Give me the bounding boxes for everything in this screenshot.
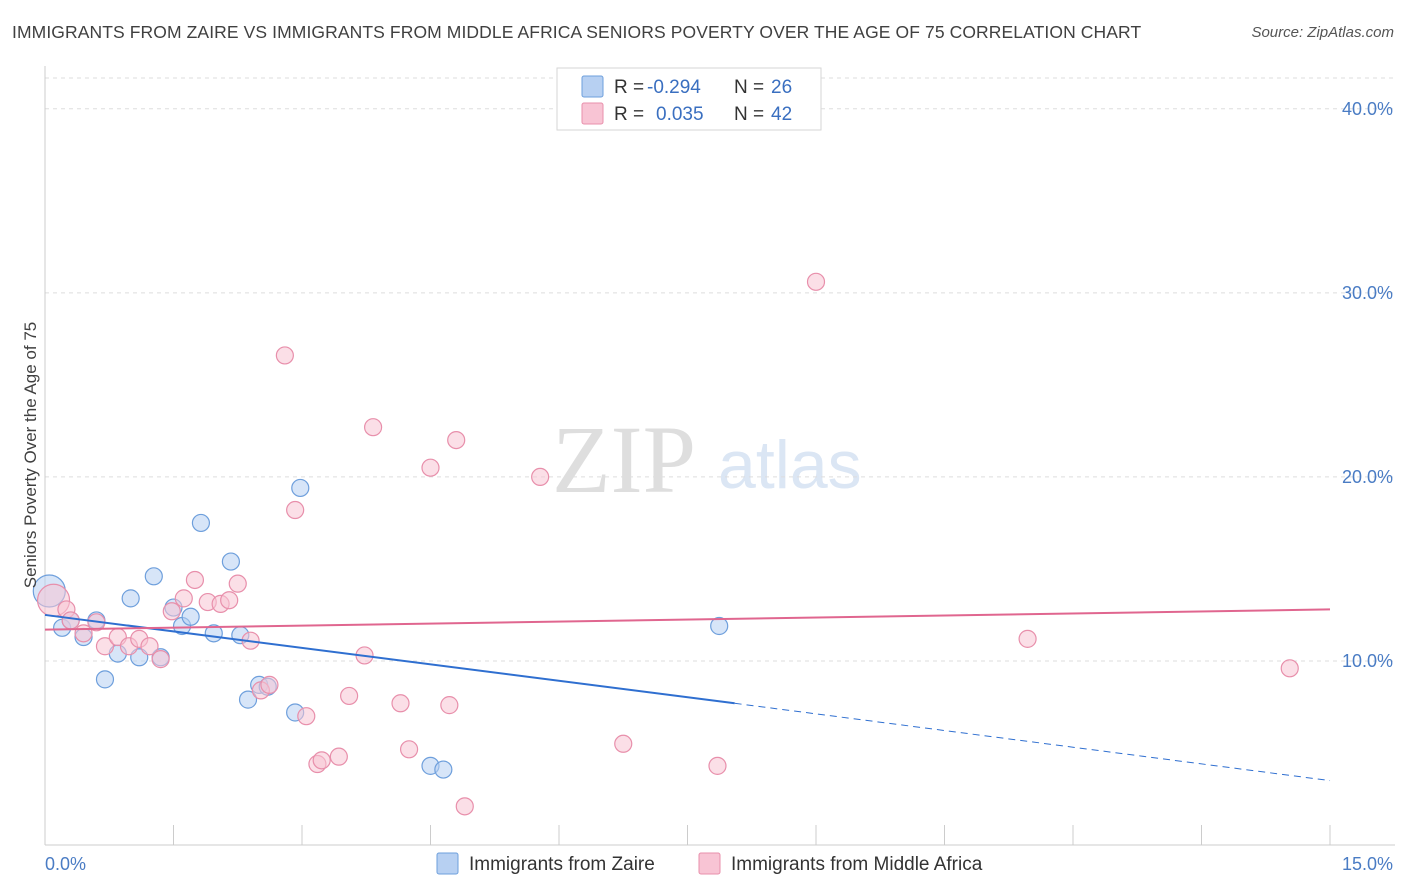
data-point — [391, 694, 410, 713]
data-point — [806, 272, 826, 291]
data-point — [531, 467, 550, 487]
trend-line-middle-africa — [44, 608, 1331, 631]
legend-n-value-middle-africa: 42 — [771, 104, 792, 125]
watermark: ZIP atlas — [552, 406, 862, 513]
series-middle-africa-points — [36, 272, 1299, 816]
bottom-legend-label-middle-africa: Immigrants from Middle Africa — [731, 854, 983, 875]
data-point — [181, 607, 200, 626]
data-point — [61, 611, 80, 630]
data-point — [340, 686, 359, 706]
x-tick-label: 15.0% — [1342, 854, 1393, 874]
y-tick-label: 40.0% — [1342, 99, 1393, 119]
data-point — [286, 500, 305, 520]
grid — [45, 77, 1395, 662]
data-point — [221, 552, 240, 571]
legend-r-label-zaire: R = — [614, 77, 644, 98]
data-point — [297, 707, 316, 726]
trend-line-zaire — [44, 613, 735, 705]
data-point — [1280, 659, 1299, 678]
data-point — [329, 747, 348, 766]
x-tick-label: 0.0% — [45, 854, 86, 874]
data-point — [440, 696, 459, 715]
data-point — [151, 650, 170, 669]
legend-n-value-zaire: 26 — [771, 77, 792, 98]
legend-r-value-zaire: -0.294 — [647, 77, 701, 98]
data-point — [447, 430, 466, 450]
y-tick-label: 10.0% — [1342, 651, 1393, 671]
data-point — [144, 567, 163, 586]
series-legend: Immigrants from Zaire Immigrants from Mi… — [436, 852, 983, 875]
y-tick-label: 30.0% — [1342, 283, 1393, 303]
data-point — [291, 478, 310, 498]
data-point — [228, 574, 247, 593]
data-point — [710, 616, 729, 636]
watermark-atlas: atlas — [718, 427, 862, 503]
chart-source: Source: ZipAtlas.com — [1251, 24, 1394, 41]
data-point — [421, 458, 440, 477]
data-point — [1018, 629, 1037, 648]
correlation-legend: R = -0.294 N = 26 R = 0.035 N = 42 — [556, 67, 822, 131]
legend-n-label-middle-africa: N = — [734, 104, 764, 125]
data-point — [434, 760, 453, 779]
legend-r-value-middle-africa: 0.035 — [656, 104, 704, 125]
x-tick-labels: 0.0% 15.0% — [45, 854, 1393, 874]
legend-swatch-zaire — [581, 75, 604, 98]
legend-swatch-middle-africa — [581, 102, 604, 125]
data-point — [191, 513, 211, 533]
legend-n-label-zaire: N = — [734, 77, 764, 98]
data-point — [95, 637, 115, 656]
data-point — [185, 570, 205, 590]
axes — [44, 66, 1395, 846]
trend-lines — [44, 608, 1331, 782]
data-point — [614, 734, 633, 753]
data-point — [275, 346, 294, 365]
data-point — [455, 797, 474, 816]
data-point — [121, 589, 140, 608]
data-point — [220, 591, 239, 610]
data-point — [95, 670, 115, 689]
bottom-legend-swatch-middle-africa — [698, 852, 721, 875]
data-point — [260, 675, 279, 694]
data-point — [708, 756, 727, 775]
y-axis-title: Seniors Poverty Over the Age of 75 — [21, 322, 40, 588]
y-tick-labels: 10.0% 20.0% 30.0% 40.0% — [1342, 99, 1393, 671]
y-tick-label: 20.0% — [1342, 467, 1393, 487]
legend-r-label-middle-africa: R = — [614, 104, 644, 125]
data-point — [162, 602, 181, 621]
bottom-legend-label-zaire: Immigrants from Zaire — [469, 854, 655, 875]
data-point — [140, 637, 159, 656]
data-point — [364, 418, 383, 437]
chart-title: IMMIGRANTS FROM ZAIRE VS IMMIGRANTS FROM… — [12, 22, 1142, 42]
bottom-legend-swatch-zaire — [436, 852, 459, 875]
data-point — [399, 740, 419, 759]
data-point — [312, 751, 331, 770]
data-point — [174, 589, 193, 608]
watermark-zip: ZIP — [552, 406, 696, 513]
data-point — [238, 690, 258, 709]
trend-line-zaire-extrapolated — [734, 702, 1331, 782]
